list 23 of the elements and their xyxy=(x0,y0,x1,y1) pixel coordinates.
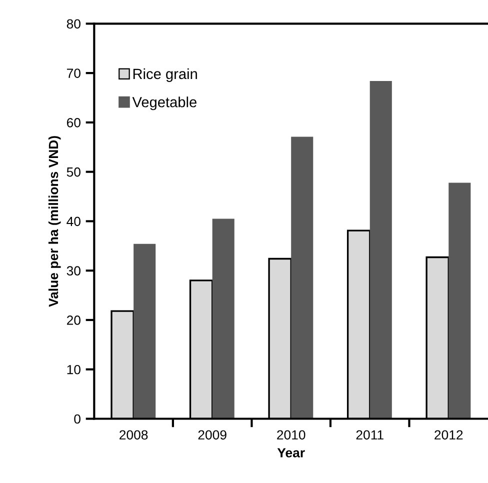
x-tick-label: 2011 xyxy=(356,430,384,440)
x-tick-label: 2012 xyxy=(434,430,463,440)
y-tick-label: 30 xyxy=(66,266,80,276)
x-tick-label: 2009 xyxy=(198,430,226,440)
y-tick-label: 70 xyxy=(66,68,80,78)
legend-label: Vegetable xyxy=(132,96,196,110)
x-axis-title: Year xyxy=(277,448,305,458)
bar xyxy=(448,182,471,419)
bar xyxy=(370,80,392,419)
y-tick-label: 20 xyxy=(66,316,80,325)
y-tick-label: 50 xyxy=(66,167,80,177)
bar xyxy=(212,218,234,419)
y-axis-title: Value per ha (millions VND) xyxy=(48,136,61,307)
y-tick-label: 10 xyxy=(67,364,80,374)
y-tick-label: 40 xyxy=(66,216,80,226)
y-tick-label: 80 xyxy=(66,19,80,29)
bar xyxy=(291,136,314,419)
x-tick-label: 2008 xyxy=(120,430,148,440)
y-tick-label: 0 xyxy=(74,414,80,424)
x-tick-label: 2010 xyxy=(277,430,306,440)
bar xyxy=(134,244,156,419)
legend-label: Rice grain xyxy=(133,68,197,82)
y-tick-label: 60 xyxy=(66,118,80,128)
